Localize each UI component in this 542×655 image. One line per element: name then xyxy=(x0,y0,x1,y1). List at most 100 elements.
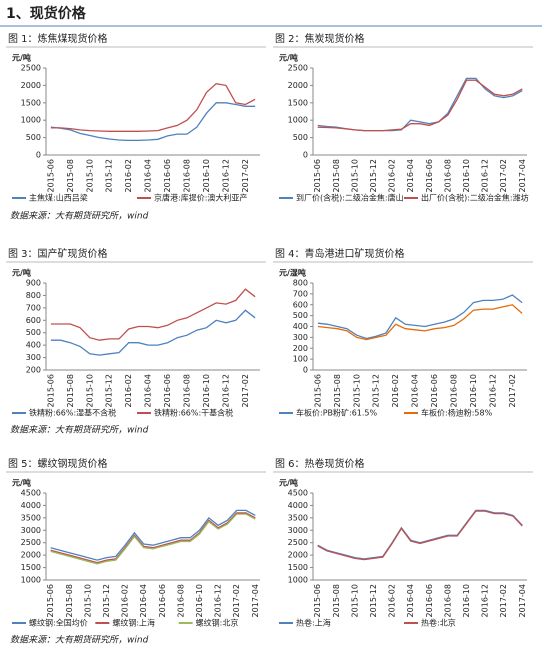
x-tick-label: 2016-08 xyxy=(183,374,192,407)
x-tick-label: 2016-06 xyxy=(425,584,434,617)
series-line xyxy=(50,288,256,341)
chart-title: 图 2：焦炭现货价格 xyxy=(275,32,365,45)
y-tick-label: 500 xyxy=(293,311,308,320)
y-axis-unit: 元/吨 xyxy=(12,53,31,63)
x-tick-label: 2016-04 xyxy=(411,374,420,407)
legend-label: 螺纹钢:上海 xyxy=(112,618,155,628)
y-axis-unit: 元/吨 xyxy=(279,53,298,63)
legend-label: 铁精粉:66%:湿基不含税 xyxy=(29,408,116,418)
y-tick-label: 1000 xyxy=(21,116,41,125)
x-tick-label: 2016-12 xyxy=(221,374,230,407)
series-line xyxy=(317,510,523,561)
x-tick-label: 2015-10 xyxy=(350,159,359,192)
chart-title: 图 6：热卷现货价格 xyxy=(275,457,365,470)
y-tick-label: 600 xyxy=(26,316,41,325)
x-tick-label: 2015-12 xyxy=(369,159,378,192)
y-tick-label: 1000 xyxy=(288,116,308,125)
y-tick-label: 2000 xyxy=(21,81,41,90)
y-tick-label: 900 xyxy=(26,279,41,288)
x-tick-label: 2015-10 xyxy=(83,584,92,617)
y-tick-label: 800 xyxy=(26,291,41,300)
legend-label: 铁精粉:66%:干基含税 xyxy=(154,408,233,418)
y-tick-label: 2500 xyxy=(21,64,41,73)
series-line xyxy=(317,77,523,132)
chart-title: 图 5：螺纹钢现货价格 xyxy=(8,457,108,470)
x-tick-label: 2015-08 xyxy=(333,374,342,407)
y-tick-label: 1000 xyxy=(21,576,41,585)
x-tick-label: 2016-12 xyxy=(488,374,497,407)
series-line xyxy=(50,509,256,561)
x-tick-label: 2015-08 xyxy=(332,159,341,192)
y-tick-label: 0 xyxy=(36,151,41,160)
x-tick-label: 2015-06 xyxy=(313,374,322,407)
x-tick-label: 2016-08 xyxy=(450,374,459,407)
x-tick-label: 2015-08 xyxy=(65,584,74,617)
y-tick-label: 1500 xyxy=(21,563,41,572)
y-tick-label: 2500 xyxy=(288,64,308,73)
y-tick-label: 500 xyxy=(26,133,41,142)
y-tick-label: 3500 xyxy=(21,513,41,522)
x-tick-label: 2016-02 xyxy=(391,374,400,407)
x-tick-label: 2016-12 xyxy=(481,584,490,617)
chart-title: 图 1：炼焦煤现货价格 xyxy=(8,32,108,45)
source: 数据来源：大有期货研究所，wind xyxy=(10,211,149,222)
x-tick-label: 2015-10 xyxy=(352,374,361,407)
x-tick-label: 2015-06 xyxy=(313,159,322,192)
series-line xyxy=(317,304,523,341)
x-tick-label: 2016-10 xyxy=(195,584,204,617)
legend-label: 京唐港:库提价:澳大利亚产 xyxy=(154,193,247,203)
x-tick-label: 2015-12 xyxy=(105,374,114,407)
x-tick-label: 2017-02 xyxy=(232,584,241,617)
x-tick-label: 2016-02 xyxy=(124,374,133,407)
y-tick-label: 700 xyxy=(293,289,308,298)
x-tick-label: 2016-12 xyxy=(221,159,230,192)
x-tick-label: 2017-02 xyxy=(499,159,508,192)
x-tick-label: 2016-06 xyxy=(163,159,172,192)
x-tick-label: 2017-04 xyxy=(251,584,260,617)
x-tick-label: 2015-08 xyxy=(332,584,341,617)
x-tick-label: 2016-04 xyxy=(406,584,415,617)
x-tick-label: 2016-08 xyxy=(443,584,452,617)
y-tick-label: 0 xyxy=(303,151,308,160)
x-tick-label: 2016-10 xyxy=(202,374,211,407)
x-tick-label: 2016-06 xyxy=(425,159,434,192)
y-tick-label: 2000 xyxy=(288,551,308,560)
x-tick-label: 2016-02 xyxy=(121,584,130,617)
x-tick-label: 2015-12 xyxy=(102,584,111,617)
y-tick-label: 0 xyxy=(303,366,308,375)
x-tick-label: 2016-08 xyxy=(176,584,185,617)
y-tick-label: 3000 xyxy=(288,526,308,535)
y-tick-label: 300 xyxy=(26,353,41,362)
y-axis-unit: 元/吨 xyxy=(12,478,31,488)
y-axis-unit: 元/吨 xyxy=(12,268,31,278)
y-tick-label: 1500 xyxy=(288,98,308,107)
x-tick-label: 2016-10 xyxy=(462,159,471,192)
x-tick-label: 2016-08 xyxy=(183,159,192,192)
x-tick-label: 2015-08 xyxy=(66,374,75,407)
legend-label: 螺纹钢:全国均价 xyxy=(29,618,88,628)
y-tick-label: 100 xyxy=(293,355,308,364)
x-tick-label: 2015-08 xyxy=(66,159,75,192)
x-tick-label: 2015-10 xyxy=(85,159,94,192)
x-tick-label: 2016-10 xyxy=(469,374,478,407)
legend-label: 主焦煤:山西吕梁 xyxy=(29,193,88,203)
y-tick-label: 2000 xyxy=(21,551,41,560)
series-line xyxy=(317,79,523,132)
series-line xyxy=(50,102,256,142)
series-line xyxy=(317,509,523,560)
x-tick-label: 2015-12 xyxy=(369,584,378,617)
series-line xyxy=(50,512,256,564)
y-axis-unit: 元/湿吨 xyxy=(279,268,306,278)
x-tick-label: 2015-10 xyxy=(350,584,359,617)
y-tick-label: 2500 xyxy=(21,538,41,547)
legend-label: 车板价:杨迪粉:58% xyxy=(421,408,493,418)
y-tick-label: 700 xyxy=(26,303,41,312)
x-tick-label: 2017-02 xyxy=(508,374,517,407)
x-tick-label: 2015-12 xyxy=(105,159,114,192)
x-tick-label: 2015-06 xyxy=(46,584,55,617)
x-tick-label: 2015-06 xyxy=(46,374,55,407)
y-tick-label: 400 xyxy=(293,322,308,331)
series-line xyxy=(50,83,256,132)
x-tick-label: 2016-04 xyxy=(144,374,153,407)
x-tick-label: 2017-02 xyxy=(241,374,250,407)
